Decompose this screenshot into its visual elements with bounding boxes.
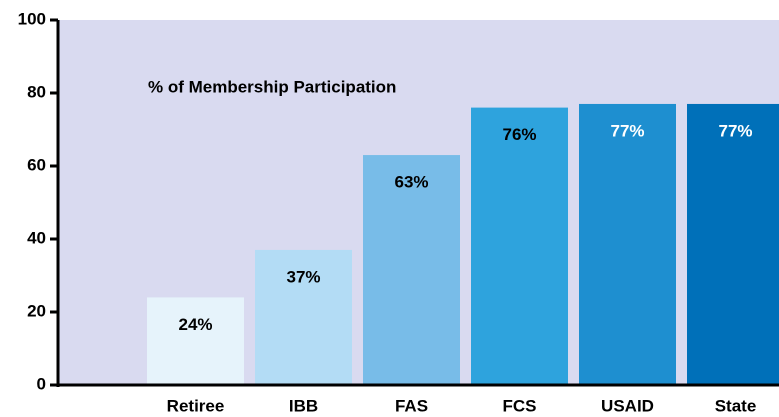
x-tick-label: USAID bbox=[601, 396, 654, 415]
value-label: 76% bbox=[502, 125, 536, 144]
chart-annotation: % of Membership Participation bbox=[148, 77, 396, 96]
bar bbox=[471, 107, 568, 385]
y-tick-label: 80 bbox=[27, 82, 46, 101]
y-tick-label: 40 bbox=[27, 228, 46, 247]
y-tick-label: 0 bbox=[37, 374, 46, 393]
y-tick-label: 100 bbox=[18, 9, 46, 28]
x-tick-label: IBB bbox=[289, 396, 318, 415]
y-tick-label: 20 bbox=[27, 301, 46, 320]
x-tick-label: FCS bbox=[503, 396, 537, 415]
value-label: 37% bbox=[286, 267, 320, 286]
bar bbox=[255, 249, 352, 385]
value-label: 24% bbox=[178, 315, 212, 334]
bar bbox=[147, 297, 244, 385]
bar bbox=[687, 103, 779, 385]
x-tick-label: Retiree bbox=[167, 396, 225, 415]
bar bbox=[579, 103, 676, 385]
y-tick-label: 60 bbox=[27, 155, 46, 174]
value-label: 77% bbox=[718, 121, 752, 140]
value-label: 77% bbox=[610, 121, 644, 140]
bar bbox=[363, 155, 460, 385]
x-tick-label: FAS bbox=[395, 396, 428, 415]
x-tick-label: State bbox=[715, 396, 757, 415]
value-label: 63% bbox=[394, 173, 428, 192]
